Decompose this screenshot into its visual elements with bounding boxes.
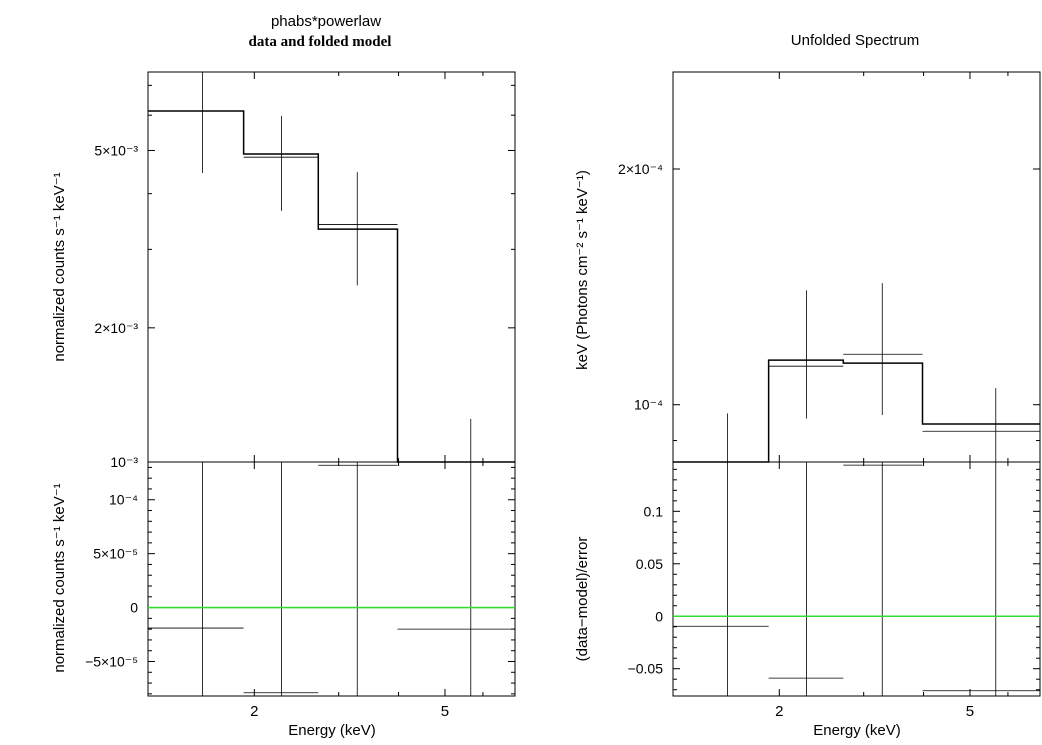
left-xlabel: Energy (keV): [288, 722, 376, 739]
y-tick-label: −0.05: [628, 661, 664, 677]
left-top-ylabel: normalized counts s⁻¹ keV⁻¹: [51, 172, 68, 361]
residual-point: [768, 462, 844, 696]
residual-point: [922, 462, 1040, 696]
x-tick-label: 2: [775, 703, 783, 720]
y-tick-label: 5×10⁻³: [94, 142, 138, 158]
right-title: Unfolded Spectrum: [791, 32, 919, 49]
data-point: [843, 283, 923, 416]
model-line: [148, 110, 515, 463]
plot-frame: [672, 71, 1041, 463]
right-bottom-ylabel: (data−model)/error: [574, 537, 591, 662]
plot-frame: [147, 461, 516, 697]
data-point: [768, 290, 844, 419]
data-point: [243, 115, 319, 211]
residual-point: [148, 462, 244, 696]
residual-point: [843, 462, 923, 696]
residual-point: [318, 462, 398, 696]
y-tick-label: 0.05: [636, 556, 663, 572]
y-tick-label: 10⁻⁴: [634, 397, 663, 413]
y-tick-label: 0: [655, 608, 663, 624]
x-tick-label: 5: [966, 703, 974, 720]
panel-left-top: 10⁻³ 2×10⁻³ 5×10⁻³: [94, 71, 516, 470]
data-point: [922, 388, 1040, 462]
y-tick-label: 0: [130, 600, 138, 616]
right-xlabel: Energy (keV): [813, 722, 901, 739]
left-bottom-ylabel: normalized counts s⁻¹ keV⁻¹: [51, 483, 68, 672]
panel-left-bottom: 2 5 −5×10⁻⁵ 0 5×10⁻⁵ 10⁻⁴: [85, 461, 516, 720]
x-tick-label: 5: [441, 703, 449, 720]
left-title: phabs*powerlaw: [271, 13, 381, 30]
plot-frame: [147, 71, 516, 463]
y-tick-label: 10⁻³: [110, 454, 138, 470]
y-tick-label: 10⁻⁴: [109, 492, 138, 508]
y-tick-label: 2×10⁻⁴: [618, 161, 663, 177]
panel-right-top: 10⁻⁴ 2×10⁻⁴: [618, 71, 1041, 463]
residual-point: [673, 462, 769, 696]
y-tick-label: −5×10⁻⁵: [85, 653, 138, 669]
y-tick-label: 5×10⁻⁵: [93, 546, 138, 562]
x-tick-label: 2: [250, 703, 258, 720]
model-line: [673, 359, 1040, 463]
right-top-ylabel: keV (Photons cm⁻² s⁻¹ keV⁻¹): [574, 170, 591, 370]
data-point: [148, 72, 244, 174]
left-subtitle: data and folded model: [249, 34, 392, 50]
y-tick-label: 2×10⁻³: [94, 320, 138, 336]
panel-right-bottom: 2 5 −0.05 0 0.05 0.1: [628, 461, 1041, 720]
plot-frame: [672, 461, 1041, 697]
y-tick-label: 0.1: [644, 503, 664, 519]
residual-point: [397, 462, 515, 696]
chart-panels: 10⁻³2×10⁻³5×10⁻³2 5−5×10⁻⁵05×10⁻⁵10⁻⁴10⁻⁴…: [85, 71, 1041, 720]
residual-point: [243, 462, 319, 696]
